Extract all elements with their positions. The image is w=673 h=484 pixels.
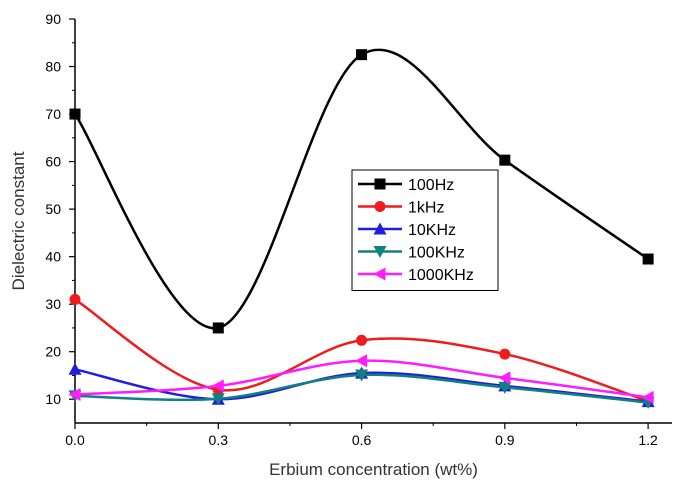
data-point: [356, 334, 368, 346]
legend-item: 1kHz: [358, 200, 444, 217]
x-tick-label: 0.3: [209, 432, 229, 448]
data-point: [211, 379, 224, 393]
legend-item: 100KHz: [358, 245, 465, 262]
legend-marker: [374, 201, 386, 212]
series-1kHz: [69, 293, 654, 407]
legend-marker: [373, 246, 387, 258]
x-tick-label: 1.2: [638, 432, 658, 448]
y-axis-label: Dielectric constant: [9, 151, 28, 290]
data-point: [211, 393, 225, 406]
data-point: [498, 371, 511, 385]
axes: 0.0 0.3 0.6 0.9 1.2 10 20 30 40 50 60 70 80 90: [45, 11, 672, 448]
legend-label: 100KHz: [408, 245, 465, 262]
data-point: [641, 390, 654, 404]
legend-label: 1kHz: [408, 200, 444, 217]
series-layer: [68, 48, 655, 410]
y-tick-label: 20: [45, 344, 61, 360]
legend-marker: [373, 267, 386, 281]
y-tick-label: 10: [45, 391, 61, 407]
data-point: [69, 293, 81, 305]
y-tick-label: 60: [45, 154, 61, 170]
series-1000KHz: [68, 354, 654, 404]
y-tick-label: 70: [45, 106, 61, 122]
data-point: [68, 387, 81, 401]
y-tick-label: 50: [45, 201, 61, 217]
legend-item: 100Hz: [358, 177, 454, 194]
x-axis-label: Erbium concentration (wt%): [269, 460, 478, 479]
data-point: [498, 381, 512, 394]
legend-label: 1000KHz: [408, 267, 474, 284]
y-tick-label: 80: [45, 59, 61, 75]
y-tick-label: 90: [45, 11, 61, 27]
series-100Hz: [69, 48, 654, 334]
legend-item: 1000KHz: [358, 267, 474, 284]
series-line: [73, 48, 649, 330]
data-point: [355, 354, 368, 368]
legend-marker: [374, 178, 386, 190]
data-point: [642, 253, 654, 265]
data-point: [69, 108, 81, 120]
data-point: [499, 348, 511, 360]
data-point: [68, 362, 82, 375]
x-tick-label: 0.9: [495, 432, 515, 448]
data-point: [356, 49, 368, 61]
data-point: [355, 369, 369, 382]
x-tick-label: 0.6: [352, 432, 372, 448]
data-point: [499, 154, 511, 166]
data-point: [212, 322, 224, 334]
legend-label: 100Hz: [408, 177, 454, 194]
legend-label: 10KHz: [408, 222, 456, 239]
legend-item: 10KHz: [358, 222, 456, 239]
x-tick-label: 0.0: [65, 432, 85, 448]
y-tick-label: 40: [45, 249, 61, 265]
legend: 100Hz 1kHz 10KHz 100KHz 1000KHz: [351, 169, 499, 291]
y-tick-label: 30: [45, 296, 61, 312]
legend-marker: [373, 222, 387, 235]
